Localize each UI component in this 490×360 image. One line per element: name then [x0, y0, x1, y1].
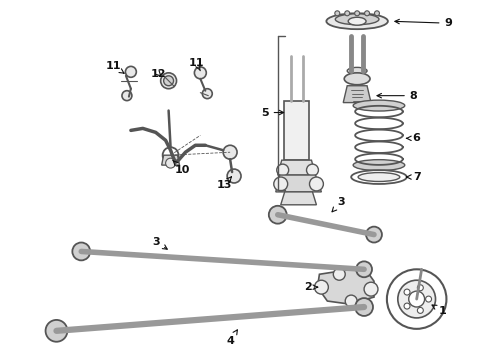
- Text: 6: 6: [407, 133, 420, 143]
- Text: 1: 1: [432, 305, 446, 316]
- Circle shape: [227, 169, 241, 183]
- Text: 8: 8: [377, 91, 417, 101]
- Circle shape: [223, 145, 237, 159]
- Circle shape: [364, 282, 378, 296]
- Circle shape: [426, 296, 432, 302]
- Circle shape: [417, 285, 423, 291]
- Circle shape: [366, 227, 382, 243]
- Circle shape: [274, 177, 288, 191]
- Circle shape: [355, 11, 360, 16]
- Text: 2: 2: [304, 282, 318, 292]
- Circle shape: [335, 11, 340, 16]
- Circle shape: [310, 177, 323, 191]
- Circle shape: [365, 11, 369, 16]
- Circle shape: [269, 206, 287, 224]
- Circle shape: [417, 307, 423, 313]
- Circle shape: [409, 291, 425, 307]
- Polygon shape: [162, 155, 179, 165]
- Circle shape: [277, 164, 289, 176]
- Polygon shape: [281, 192, 317, 205]
- Circle shape: [398, 280, 436, 318]
- Circle shape: [125, 66, 136, 77]
- Ellipse shape: [351, 170, 407, 184]
- Circle shape: [404, 303, 410, 309]
- Circle shape: [315, 280, 328, 294]
- Polygon shape: [284, 100, 310, 160]
- Circle shape: [387, 269, 446, 329]
- Text: 13: 13: [217, 177, 232, 190]
- Circle shape: [404, 289, 410, 295]
- Circle shape: [202, 89, 212, 99]
- Text: 4: 4: [226, 330, 237, 346]
- Ellipse shape: [348, 17, 366, 25]
- Ellipse shape: [335, 14, 379, 25]
- Circle shape: [307, 164, 318, 176]
- Circle shape: [374, 11, 379, 16]
- Circle shape: [46, 320, 68, 342]
- Text: 11: 11: [189, 58, 204, 71]
- Polygon shape: [343, 86, 371, 103]
- Text: 3: 3: [332, 197, 345, 212]
- Circle shape: [195, 67, 206, 79]
- Circle shape: [333, 268, 345, 280]
- Polygon shape: [278, 160, 316, 175]
- Text: 7: 7: [407, 172, 420, 182]
- Text: 3: 3: [152, 237, 167, 249]
- Circle shape: [166, 158, 175, 168]
- Ellipse shape: [344, 73, 370, 85]
- Ellipse shape: [326, 13, 388, 29]
- Text: 12: 12: [151, 69, 167, 79]
- Circle shape: [345, 11, 350, 16]
- Polygon shape: [276, 175, 321, 192]
- Circle shape: [163, 147, 178, 163]
- Ellipse shape: [353, 159, 405, 171]
- Circle shape: [356, 261, 372, 277]
- Text: 9: 9: [395, 18, 452, 28]
- Circle shape: [355, 298, 373, 316]
- Text: 10: 10: [173, 160, 190, 175]
- Circle shape: [161, 73, 176, 89]
- Circle shape: [345, 295, 357, 307]
- Circle shape: [164, 76, 173, 86]
- Circle shape: [122, 91, 132, 100]
- Circle shape: [73, 243, 90, 260]
- Ellipse shape: [353, 100, 405, 111]
- Text: 11: 11: [105, 61, 124, 73]
- Ellipse shape: [358, 172, 400, 181]
- Text: 5: 5: [261, 108, 284, 117]
- Ellipse shape: [347, 67, 367, 74]
- Polygon shape: [318, 267, 374, 304]
